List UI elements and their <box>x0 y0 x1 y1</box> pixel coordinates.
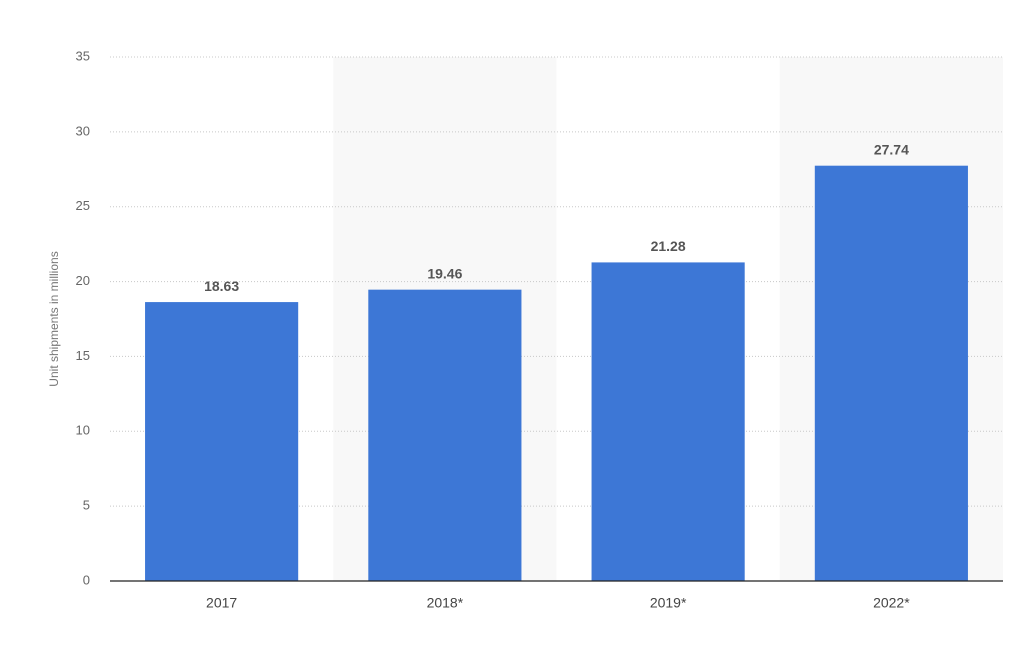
x-tick-label: 2017 <box>206 595 237 611</box>
y-tick-label: 10 <box>76 423 90 438</box>
y-tick-label: 30 <box>76 123 90 138</box>
y-axis-title: Unit shipments in millions <box>47 251 61 386</box>
data-label: 21.28 <box>651 238 686 254</box>
bar <box>591 262 745 581</box>
data-label: 18.63 <box>204 278 239 294</box>
y-tick-label: 25 <box>76 198 90 213</box>
x-tick-label: 2019* <box>650 595 687 611</box>
x-tick-label: 2018* <box>427 595 464 611</box>
y-tick-label: 0 <box>83 572 90 587</box>
data-label: 27.74 <box>874 141 909 157</box>
bar <box>368 289 522 581</box>
x-tick-label: 2022* <box>873 595 910 611</box>
y-tick-label: 5 <box>83 498 90 513</box>
bar <box>145 302 299 581</box>
data-label: 19.46 <box>427 265 462 281</box>
y-tick-label: 20 <box>76 273 90 288</box>
bar <box>814 165 968 581</box>
y-tick-label: 35 <box>76 48 90 63</box>
y-tick-label: 15 <box>76 348 90 363</box>
